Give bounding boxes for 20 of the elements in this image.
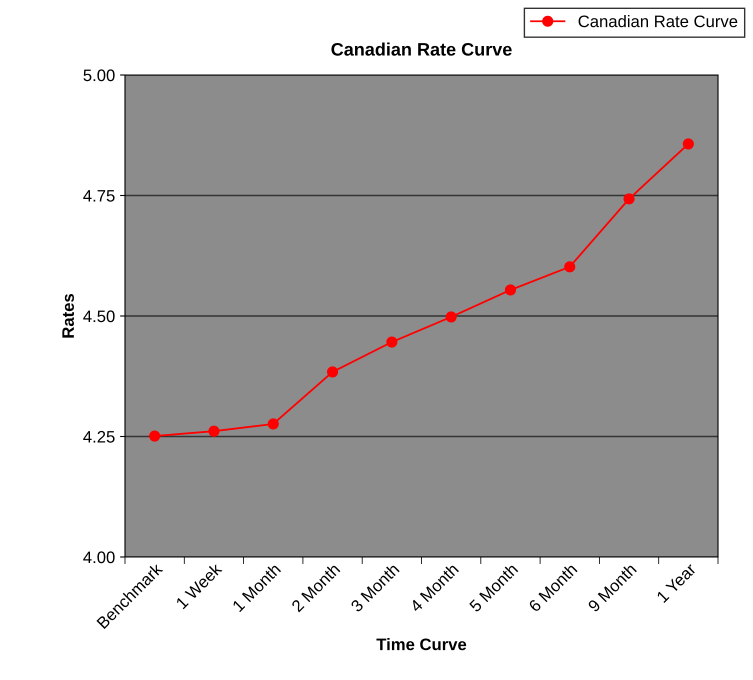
point <box>386 336 398 348</box>
point <box>682 138 694 150</box>
point <box>326 366 338 378</box>
x-tick-label: 1 Year <box>656 562 697 604</box>
x-axis-title: Time Curve <box>376 638 466 650</box>
y-axis-title: Rates <box>62 294 74 338</box>
point <box>564 261 576 272</box>
y-tick-label: 4.50 <box>83 310 115 322</box>
point <box>149 430 160 442</box>
y-tick-label: 5.00 <box>84 69 115 82</box>
legend-label: Canadian Rate Curve <box>578 15 738 28</box>
chart-title: Canadian Rate Curve <box>331 42 512 56</box>
y-tick-label: 4.75 <box>83 190 115 202</box>
point <box>504 284 516 296</box>
point <box>208 426 220 437</box>
point <box>623 193 635 204</box>
point <box>268 418 279 430</box>
y-tick-label: 4.00 <box>83 551 115 564</box>
y-tick-label: 4.25 <box>83 430 115 443</box>
point <box>446 311 457 323</box>
